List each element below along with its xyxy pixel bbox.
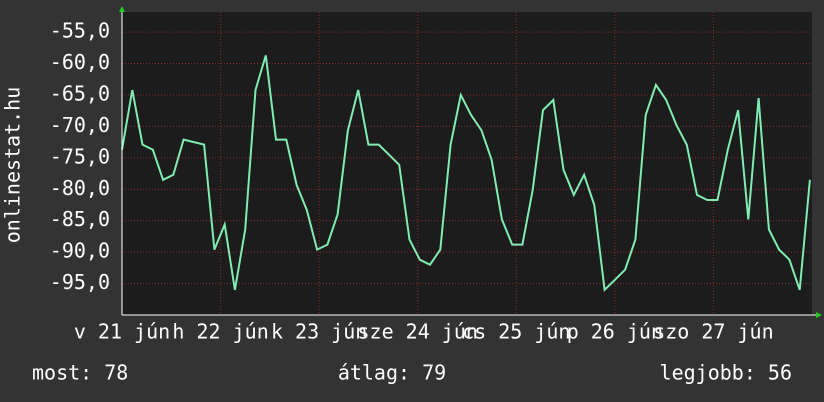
y-tick-label: -80,0 [50, 176, 110, 200]
y-tick-label: -70,0 [50, 113, 110, 137]
x-tick-label: sze 24 jún [358, 320, 478, 344]
footer-best: legjobb: 56 [660, 361, 792, 385]
x-tick-label: k 23 jún [271, 320, 367, 344]
y-tick-label: -65,0 [50, 81, 110, 105]
footer-current: most: 78 [32, 361, 128, 385]
y-tick-label: -90,0 [50, 239, 110, 263]
x-tick-label: v 21 jún [74, 320, 170, 344]
y-arrow [119, 6, 125, 12]
y-tick-label: -55,0 [50, 19, 110, 43]
x-arrow [816, 312, 822, 318]
y-tick-label: -75,0 [50, 144, 110, 168]
x-tick-label: p 26 jún [567, 320, 663, 344]
plot-area [122, 12, 812, 315]
y-tick-label: -85,0 [50, 207, 110, 231]
x-tick-label: szo 27 jún [653, 320, 773, 344]
x-tick-label: h 22 jún [172, 320, 268, 344]
y-axis-title: onlinestat.hu [1, 87, 25, 244]
y-tick-label: -95,0 [50, 270, 110, 294]
footer-average: átlag: 79 [338, 361, 446, 385]
x-tick-label: cs 25 jún [462, 320, 570, 344]
y-tick-label: -60,0 [50, 50, 110, 74]
data-line [121, 55, 811, 293]
